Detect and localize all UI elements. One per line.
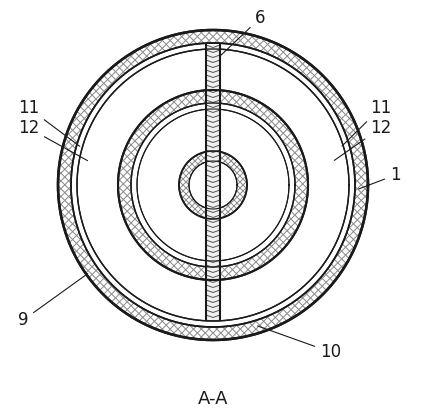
Text: 1: 1 — [359, 166, 400, 189]
Text: A-A: A-A — [198, 390, 228, 408]
Text: 11: 11 — [342, 99, 391, 146]
PathPatch shape — [118, 90, 308, 280]
Text: 12: 12 — [18, 119, 88, 161]
Text: 6: 6 — [220, 9, 265, 56]
PathPatch shape — [206, 45, 220, 320]
PathPatch shape — [58, 30, 368, 340]
PathPatch shape — [179, 151, 247, 219]
Text: 10: 10 — [258, 326, 341, 361]
Text: 11: 11 — [18, 99, 80, 146]
Text: 12: 12 — [334, 119, 391, 161]
PathPatch shape — [206, 45, 220, 320]
Text: 9: 9 — [18, 274, 88, 329]
